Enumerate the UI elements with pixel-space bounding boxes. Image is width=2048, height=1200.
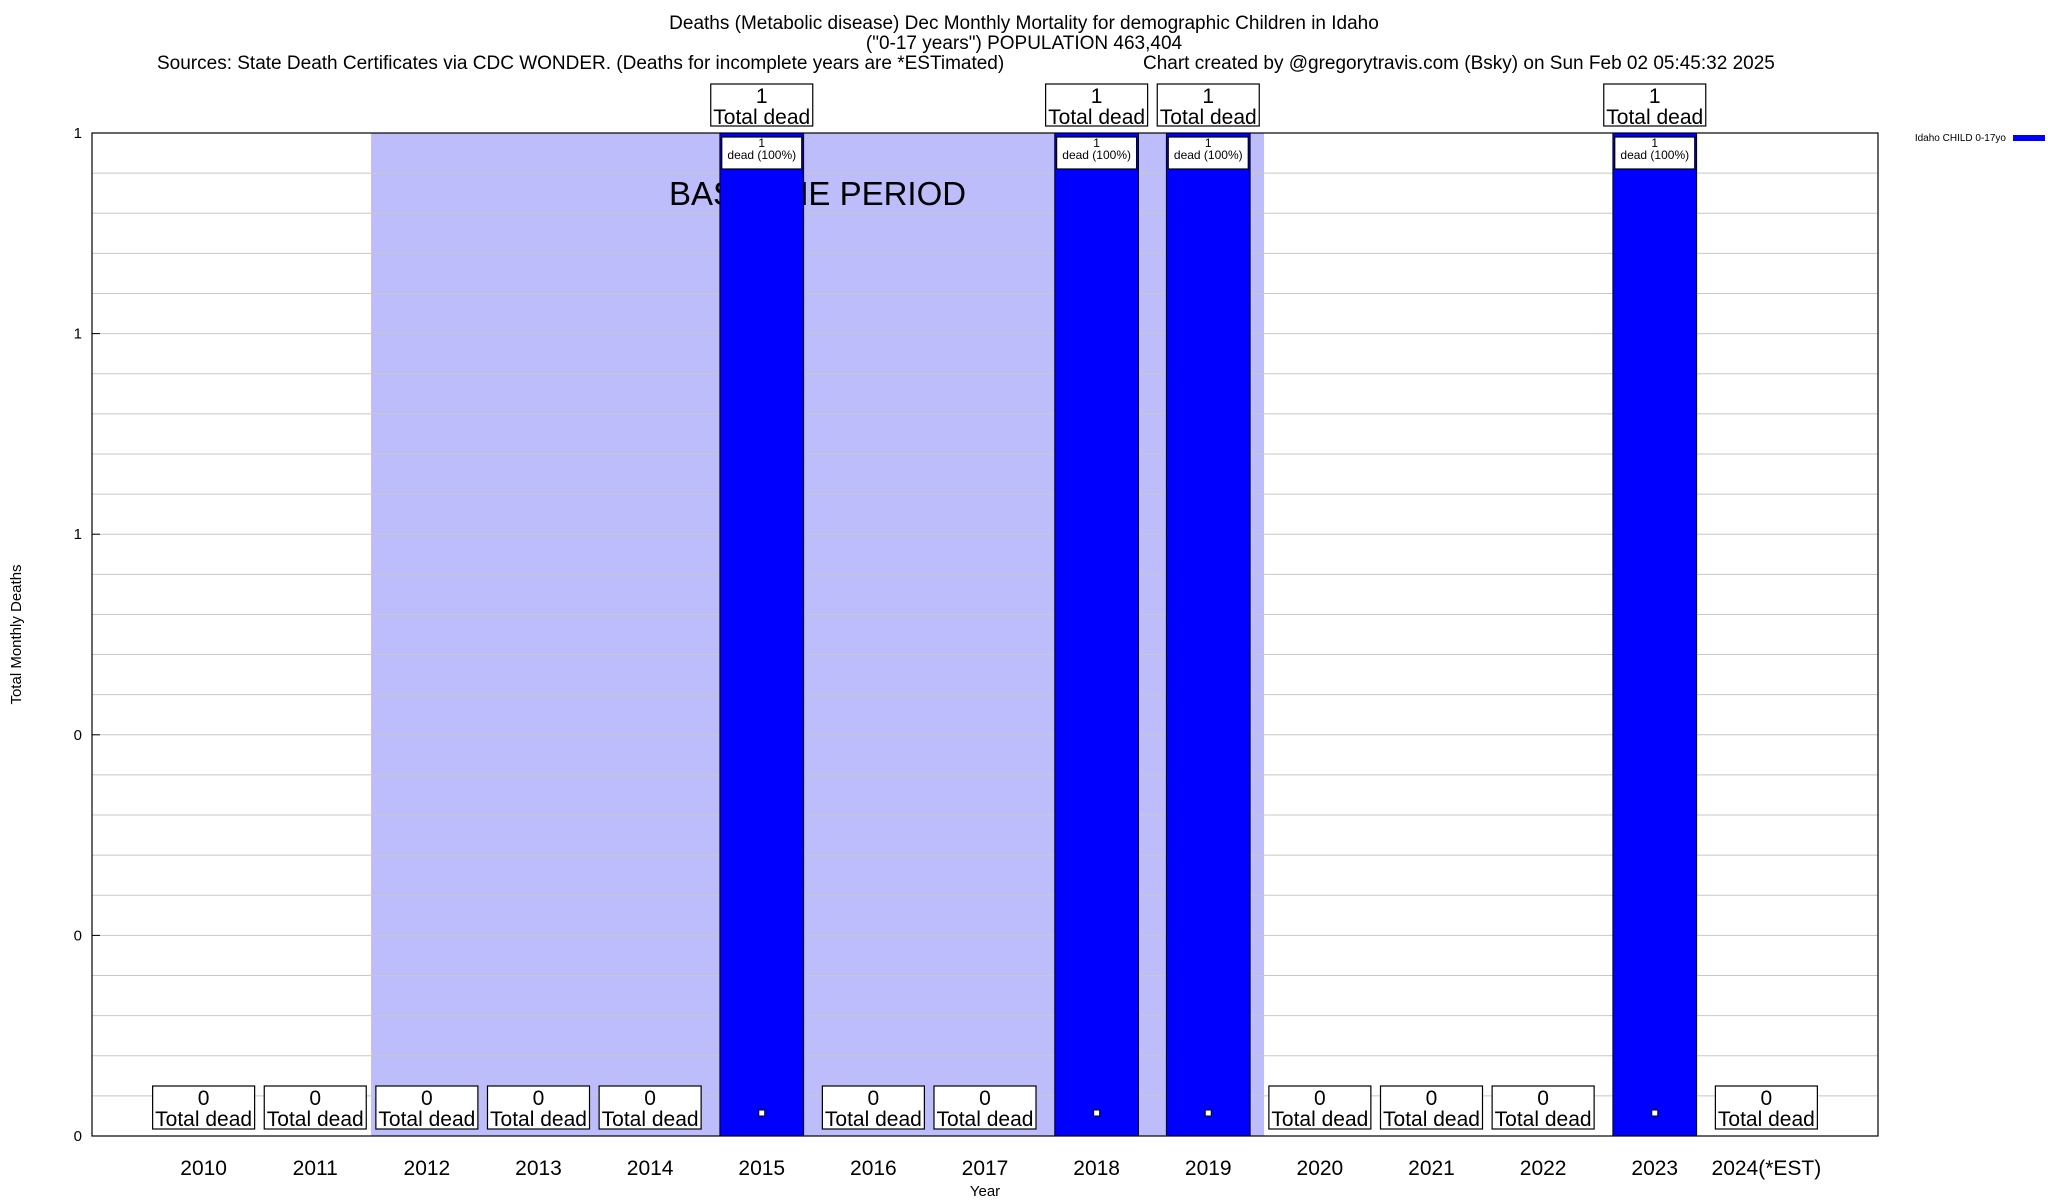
bar-label-2023-text: dead (100%) [1620, 148, 1689, 162]
x-tick-label: 2021 [1408, 1157, 1455, 1180]
total-label-2011-text: 0 [309, 1087, 321, 1110]
total-label-2017-text: 0 [979, 1087, 991, 1110]
total-label-2010-text: Total dead [155, 1108, 252, 1131]
total-label-2011-box [263, 1085, 367, 1130]
x-marker-2015 [758, 1109, 766, 1117]
total-label-2019-text: Total dead [1160, 106, 1257, 129]
x-marker-2023 [1651, 1109, 1659, 1117]
x-tick-label: 2018 [1073, 1157, 1120, 1180]
bar-label-2019-box [1167, 136, 1249, 170]
total-label-2019-box [1156, 83, 1260, 127]
total-label-2021-box [1379, 1085, 1484, 1130]
total-label-2011-text: Total dead [267, 1108, 364, 1131]
total-label-2020-box [1268, 1085, 1372, 1130]
total-label-2012-text: 0 [421, 1087, 433, 1110]
total-label-2022-box [1491, 1085, 1595, 1130]
total-label-2010-text: 0 [198, 1087, 210, 1110]
x-marker-2019 [1204, 1109, 1212, 1117]
x-tick-label: 2022 [1520, 1157, 1567, 1180]
y-tick-label: 1 [74, 125, 82, 142]
bar-label-2018-text: dead (100%) [1062, 148, 1131, 162]
plot-frame [91, 132, 1879, 1137]
y-tick-label: 0 [74, 927, 82, 944]
total-label-2022-text: 0 [1537, 1087, 1549, 1110]
total-label-2016-text: 0 [868, 1087, 880, 1110]
total-label-2024(*EST)-text: 0 [1761, 1087, 1773, 1110]
chart-credit-note: Chart created by @gregorytravis.com (Bsk… [1143, 53, 1775, 74]
x-tick-label: 2012 [404, 1157, 451, 1180]
bar-2018 [1054, 132, 1139, 1137]
legend-swatch [2013, 135, 2045, 141]
x-tick-label: 2020 [1297, 1157, 1344, 1180]
total-label-2015-box [710, 83, 814, 127]
total-label-2018-text: 1 [1091, 85, 1103, 108]
x-tick-label: 2023 [1631, 1157, 1678, 1180]
total-label-2020-text: Total dead [1271, 1108, 1368, 1131]
x-tick-label: 2017 [962, 1157, 1009, 1180]
total-label-2013-text: Total dead [490, 1108, 587, 1131]
total-label-2022-text: Total dead [1495, 1108, 1592, 1131]
total-label-2023-text: Total dead [1606, 106, 1703, 129]
total-label-2012-text: Total dead [378, 1108, 475, 1131]
x-marker-2018 [1093, 1109, 1101, 1117]
chart-title-line-1: Deaths (Metabolic disease) Dec Monthly M… [669, 13, 1379, 34]
bar-label-2015-box [721, 136, 803, 170]
total-label-2018-text: Total dead [1048, 106, 1145, 129]
bar-label-2019-text: 1 [1205, 136, 1212, 150]
total-label-2013-box [486, 1085, 591, 1130]
total-label-2019-text: 1 [1202, 85, 1214, 108]
bar-2019 [1165, 132, 1251, 1137]
total-label-2012-box [375, 1085, 479, 1130]
total-label-2021-text: 0 [1426, 1087, 1438, 1110]
total-label-2021-text: Total dead [1383, 1108, 1480, 1131]
x-tick-label: 2016 [850, 1157, 897, 1180]
total-label-2010-box [152, 1085, 256, 1130]
bar-2023 [1612, 132, 1698, 1137]
x-tick-label: 2019 [1185, 1157, 1232, 1180]
total-label-2023-text: 1 [1649, 85, 1661, 108]
total-label-2013-text: 0 [533, 1087, 545, 1110]
bar-label-2023-box [1614, 136, 1696, 170]
total-label-2016-text: Total dead [825, 1108, 922, 1131]
total-label-2015-text: Total dead [713, 106, 810, 129]
y-tick-label: 0 [74, 727, 82, 744]
chart-title-line-2: ("0-17 years") POPULATION 463,404 [865, 33, 1183, 54]
total-label-2014-text: 0 [644, 1087, 656, 1110]
total-label-2024(*EST)-box [1714, 1085, 1818, 1130]
bar-label-2019-text: dead (100%) [1174, 148, 1243, 162]
y-tick-label: 0 [74, 1128, 82, 1145]
total-label-2014-text: Total dead [602, 1108, 699, 1131]
total-label-2023-box [1603, 83, 1707, 127]
x-tick-label: 2010 [180, 1157, 227, 1180]
bar-label-2015-text: dead (100%) [727, 148, 796, 162]
baseline-period-label: BASELINE PERIOD [669, 175, 966, 212]
x-tick-label: 2011 [293, 1157, 338, 1180]
bar-2015 [719, 132, 805, 1137]
y-axis-title: Total Monthly Deaths [8, 564, 25, 704]
y-tick-label: 1 [74, 326, 82, 343]
total-label-2017-box [933, 1085, 1037, 1130]
x-axis-title: Year [970, 1183, 1000, 1200]
x-tick-label: 2024(*EST) [1712, 1157, 1822, 1180]
total-label-2017-text: Total dead [937, 1108, 1034, 1131]
bar-label-2018-box [1056, 136, 1138, 170]
total-label-2015-text: 1 [756, 85, 768, 108]
bar-label-2015-text: 1 [758, 136, 765, 150]
chart-source-note: Sources: State Death Certificates via CD… [157, 53, 1005, 74]
y-tick-label: 1 [74, 526, 82, 543]
total-label-2016-box [821, 1085, 925, 1130]
x-tick-label: 2013 [515, 1157, 562, 1180]
bar-label-2018-text: 1 [1093, 136, 1100, 150]
total-label-2018-box [1045, 83, 1149, 127]
x-tick-label: 2014 [627, 1157, 674, 1180]
total-label-2024(*EST)-text: Total dead [1718, 1108, 1815, 1131]
x-tick-label: 2015 [738, 1157, 785, 1180]
bar-label-2023-text: 1 [1651, 136, 1658, 150]
total-label-2014-box [598, 1085, 702, 1130]
total-label-2020-text: 0 [1314, 1087, 1326, 1110]
legend-label: Idaho CHILD 0-17yo [1915, 133, 2007, 144]
